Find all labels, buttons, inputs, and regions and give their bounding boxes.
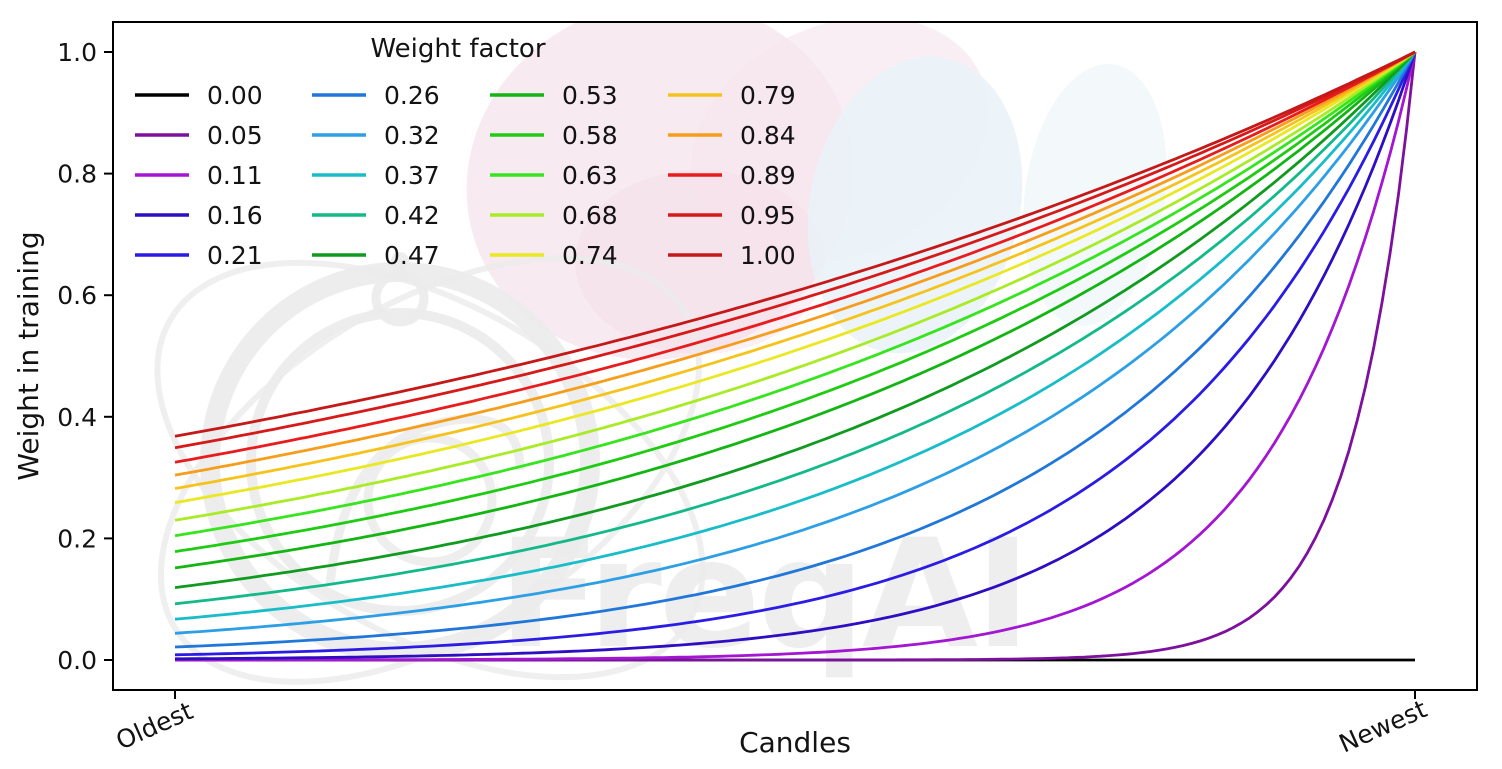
curve-weight-factor-0.68	[174, 50, 1416, 522]
watermark-leaf-pink-lower	[575, 170, 825, 354]
legend-label: 0.68	[562, 201, 618, 230]
legend-item: 0.53	[490, 81, 618, 110]
y-axis-label: Weight in training	[12, 231, 45, 480]
legend-label: 1.00	[740, 241, 796, 270]
curve-weight-factor-0.53	[174, 50, 1416, 570]
curve-weight-factor-0.74	[174, 50, 1416, 504]
y-tick-label: 0.2	[57, 524, 97, 553]
y-tick-label: 1.0	[57, 38, 97, 67]
watermark-leaf-blue-right	[1023, 63, 1167, 327]
legend-item: 0.58	[490, 121, 618, 150]
watermark-logo-crown-stem	[394, 266, 406, 280]
legend-label: 0.21	[207, 241, 263, 270]
curve-weight-factor-0.95	[174, 50, 1416, 450]
curve-weight-factor-0.42	[174, 51, 1417, 606]
legend-label: 0.32	[384, 121, 440, 150]
legend-label: 0.26	[384, 81, 440, 110]
curve-weight-factor-0.26	[174, 51, 1417, 649]
legend-item: 1.00	[668, 241, 796, 270]
legend-label: 0.05	[207, 121, 263, 150]
watermark-leaf-outline-right	[154, 259, 706, 681]
curve-weight-factor-0.21	[174, 51, 1417, 657]
legend: Weight factor 0.00 0.05 0.11 0.16 0.21 0.26 0.…	[135, 34, 796, 270]
legend-item: 0.05	[135, 121, 263, 150]
y-tick-label: 0.4	[57, 403, 97, 432]
legend-label: 0.11	[207, 161, 263, 190]
legend-item: 0.32	[312, 121, 440, 150]
legend-item: 0.89	[668, 161, 796, 190]
plot-border	[112, 21, 1478, 691]
curve-weight-factor-0.32	[174, 51, 1417, 635]
curve-weight-factor-0.79	[174, 50, 1416, 490]
x-axis-label: Candles	[739, 726, 851, 759]
legend-label: 0.53	[562, 81, 618, 110]
legend-item: 0.47	[312, 241, 440, 270]
legend-item: 0.95	[668, 201, 796, 230]
curve-weight-factor-0.63	[174, 50, 1416, 538]
legend-item: 0.11	[135, 161, 263, 190]
curve-weight-factor-0.11	[175, 51, 1417, 662]
y-tick-label: 0.0	[57, 646, 97, 675]
legend-label: 0.89	[740, 161, 796, 190]
curve-weight-factor-0.37	[174, 51, 1417, 621]
legend-label: 0.16	[207, 201, 263, 230]
curves-layer	[174, 50, 1417, 662]
legend-item: 0.63	[490, 161, 618, 190]
curve-weight-factor-0.89	[174, 50, 1416, 464]
legend-item: 0.84	[668, 121, 796, 150]
legend-label: 0.47	[384, 241, 440, 270]
legend-label: 0.42	[384, 201, 440, 230]
y-tick-label: 0.6	[57, 281, 97, 310]
curve-weight-factor-0.47	[174, 51, 1417, 589]
legend-item: 0.37	[312, 161, 440, 190]
legend-item: 0.68	[490, 201, 618, 230]
legend-item: 0.74	[490, 241, 618, 270]
legend-label: 0.63	[562, 161, 618, 190]
curve-weight-factor-0.84	[174, 50, 1416, 477]
legend-item: 0.16	[135, 201, 263, 230]
legend-label: 0.84	[740, 121, 796, 150]
legend-item: 0.21	[135, 241, 263, 270]
curve-weight-factor-0.58	[174, 50, 1416, 553]
watermark-logo-neck-curve	[325, 414, 525, 586]
watermark-logo-head-circle	[363, 433, 497, 567]
curve-weight-factor-1.00	[174, 50, 1416, 438]
legend-label: 0.37	[384, 161, 440, 190]
x-tick-label-newest: Newest	[1335, 694, 1432, 758]
legend-item: 0.79	[668, 81, 796, 110]
legend-item: 0.42	[312, 201, 440, 230]
legend-item: 0.00	[135, 81, 263, 110]
legend-label: 0.00	[207, 81, 263, 110]
legend-label: 0.95	[740, 201, 796, 230]
curve-weight-factor-0.16	[175, 51, 1417, 661]
y-tick-label: 0.8	[57, 160, 97, 189]
y-axis: 0.0 0.2 0.4 0.6 0.8 1.0	[57, 38, 113, 675]
legend-title: Weight factor	[370, 34, 545, 64]
x-tick-label-oldest: Oldest	[112, 696, 198, 755]
watermark-logo-crown-knob	[391, 252, 409, 270]
legend-label: 0.74	[562, 241, 618, 270]
legend-label: 0.58	[562, 121, 618, 150]
legend-item: 0.26	[312, 81, 440, 110]
legend-label: 0.79	[740, 81, 796, 110]
